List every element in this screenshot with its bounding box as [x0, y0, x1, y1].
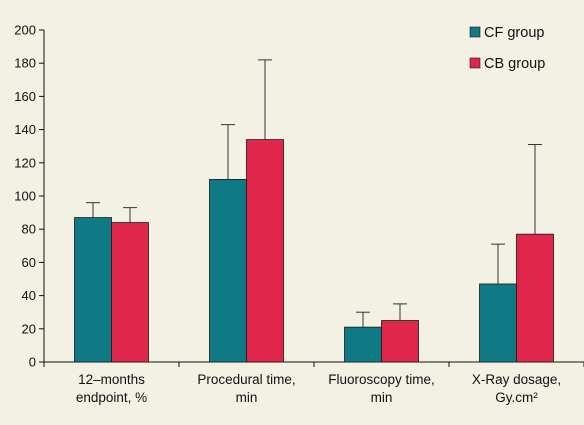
- x-tick-label: endpoint, %: [76, 390, 147, 405]
- y-tick-label: 140: [14, 122, 36, 137]
- x-axis: 12–months endpoint, % Procedural time, min F…: [43, 361, 584, 405]
- bar: [381, 320, 419, 363]
- x-tick-label: 12–months: [78, 372, 145, 387]
- x-tick-label: Fluoroscopy time,: [328, 372, 435, 387]
- x-tick-label: Procedural time,: [197, 372, 295, 387]
- legend-swatch: [469, 57, 481, 69]
- legend-label: CB group: [484, 56, 545, 72]
- y-tick-label: 120: [14, 155, 36, 170]
- bar: [479, 283, 517, 363]
- legend-swatch: [469, 26, 481, 38]
- bar: [246, 139, 284, 363]
- bar: [344, 326, 382, 363]
- x-tick-label: min: [371, 390, 393, 405]
- bar: [111, 222, 149, 363]
- x-tick-label: min: [236, 390, 258, 405]
- error-bars-layer: [86, 59, 542, 328]
- y-tick-label: 160: [14, 89, 36, 104]
- legend-label: CF group: [484, 25, 544, 41]
- y-tick-label: 60: [22, 255, 36, 270]
- y-tick-label: 20: [22, 321, 36, 336]
- y-tick-label: 180: [14, 56, 36, 71]
- y-tick-label: 200: [14, 23, 36, 38]
- bar: [516, 233, 554, 363]
- bar: [74, 217, 112, 363]
- y-tick-label: 40: [22, 288, 36, 303]
- x-tick-label: Gy.cm²: [495, 390, 538, 405]
- bars-layer: [74, 139, 554, 363]
- y-tick-label: 100: [14, 189, 36, 204]
- legend: CF group CB group: [469, 25, 545, 72]
- y-tick-label: 0: [29, 355, 36, 370]
- x-tick-label: X-Ray dosage,: [472, 372, 561, 387]
- y-tick-label: 80: [22, 222, 36, 237]
- y-axis: 0 20 40 60 80 100 120 140 160 180 200: [14, 23, 45, 370]
- bar: [209, 178, 247, 363]
